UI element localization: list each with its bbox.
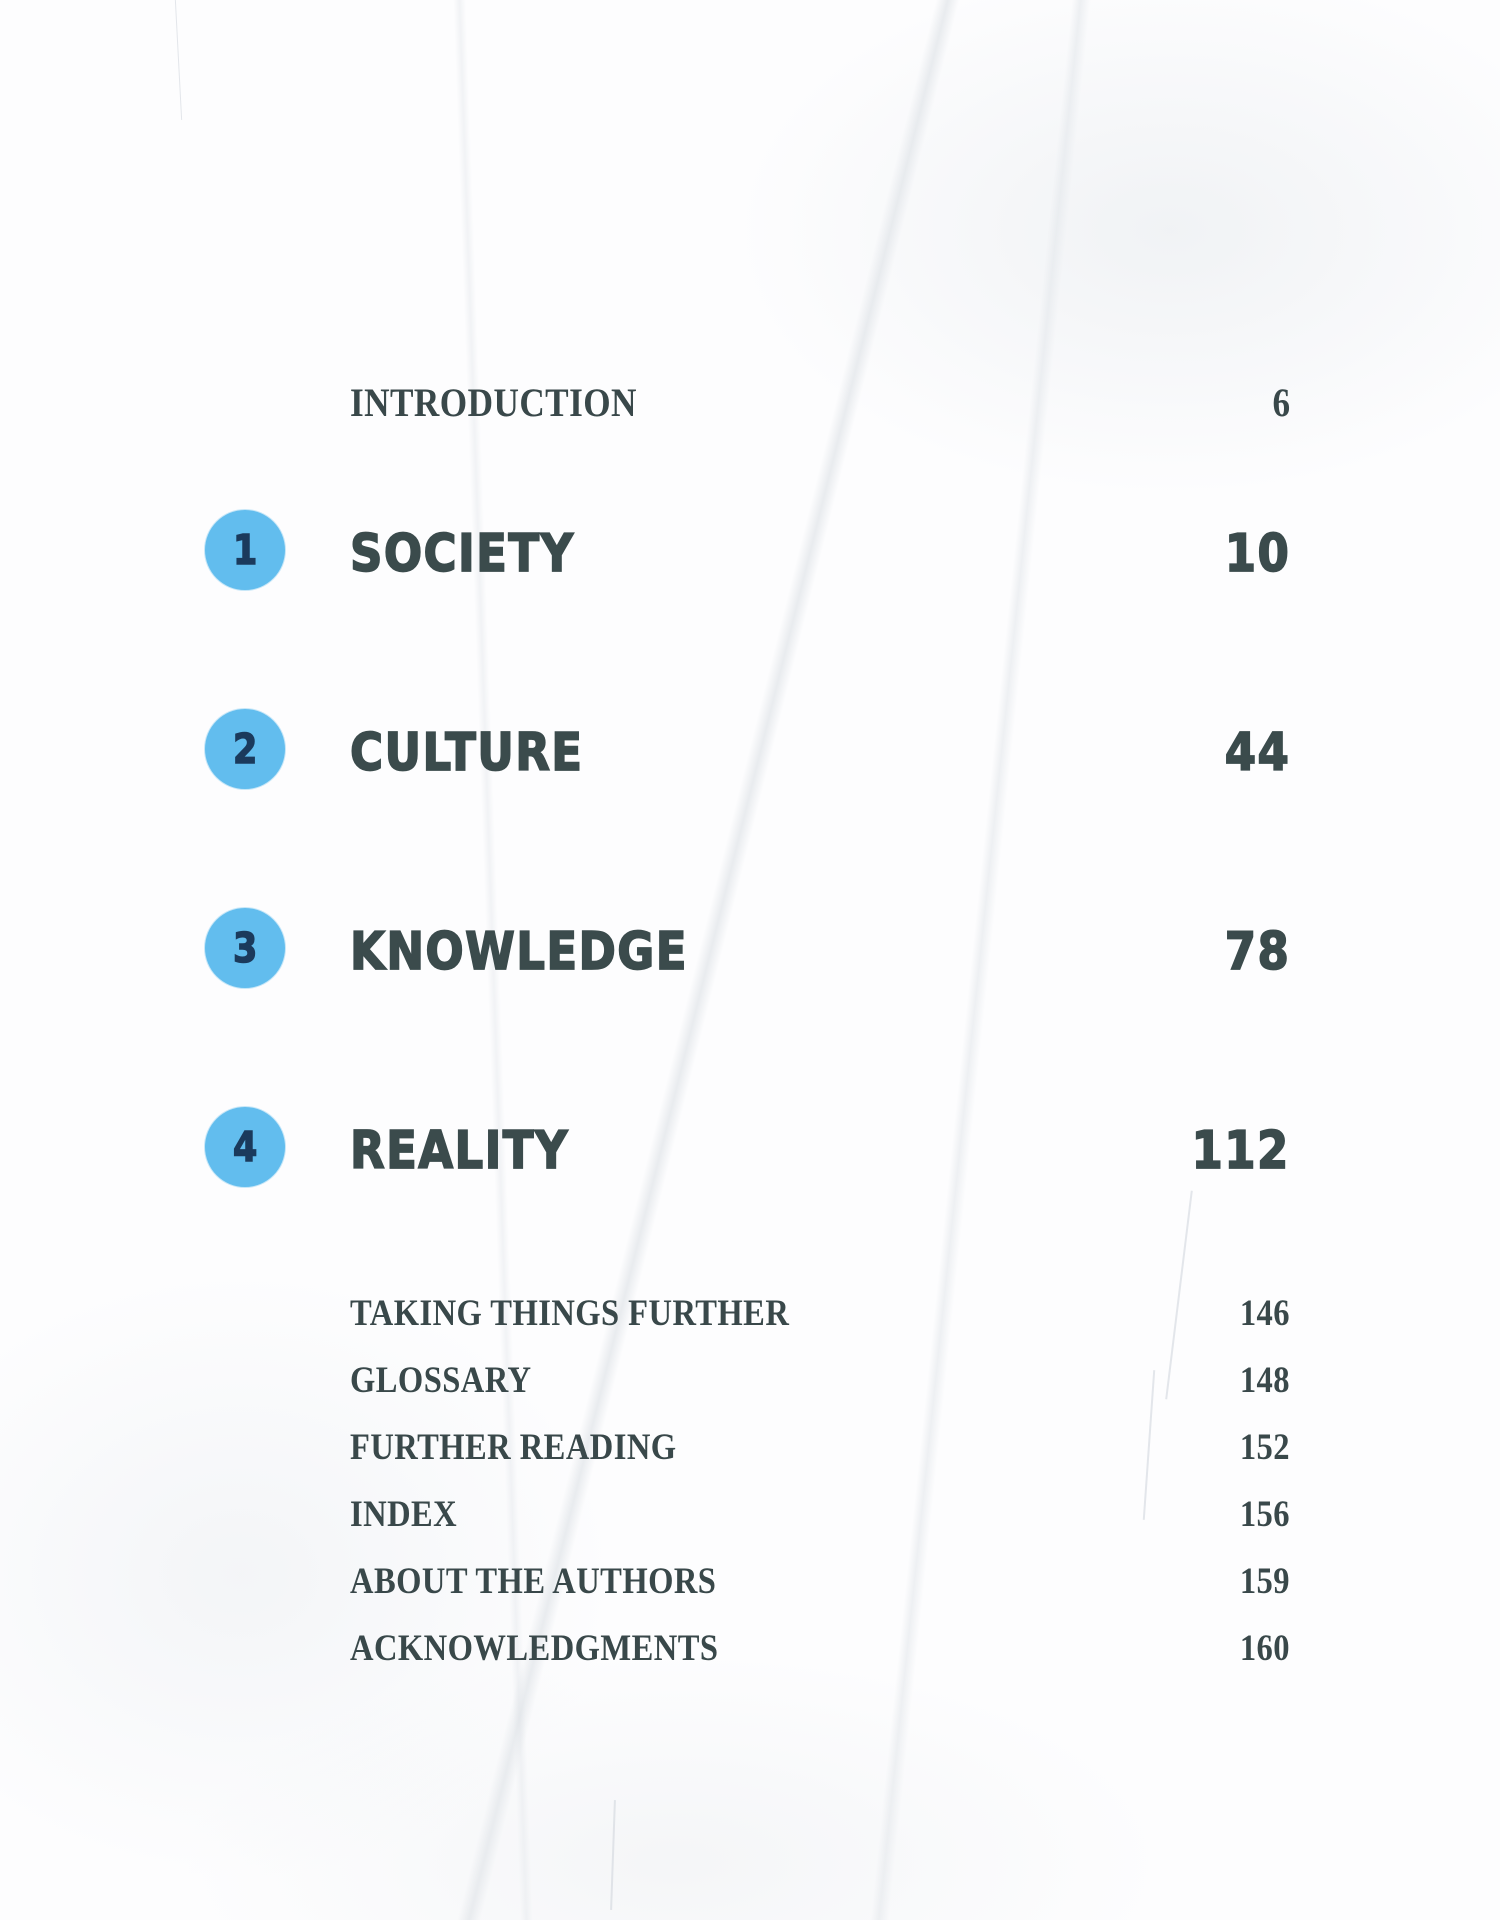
toc-entry-introduction[interactable]: INTRODUCTION 6 bbox=[350, 375, 1290, 429]
toc-entry-title: FURTHER READING bbox=[350, 1426, 677, 1468]
toc-entry-page-number: 10 bbox=[1224, 522, 1290, 584]
chapter-badge-number: 1 bbox=[232, 526, 258, 574]
toc-entry-title: CULTURE bbox=[349, 721, 584, 783]
toc-entry-page-number: 160 bbox=[1239, 1627, 1290, 1669]
toc-entry-page-number: 148 bbox=[1239, 1359, 1290, 1401]
toc-entry-page-number: 159 bbox=[1239, 1560, 1290, 1602]
toc-entry-acknowledgments[interactable]: ACKNOWLEDGMENTS 160 bbox=[350, 1623, 1290, 1673]
toc-entry-chapter-3[interactable]: KNOWLEDGE 78 bbox=[349, 920, 1290, 982]
toc-entry-page-number: 78 bbox=[1224, 920, 1290, 982]
toc-entry-index[interactable]: INDEX 156 bbox=[350, 1489, 1290, 1539]
toc-entry-page-number: 112 bbox=[1191, 1119, 1290, 1181]
toc-entry-further-reading[interactable]: FURTHER READING 152 bbox=[350, 1422, 1290, 1472]
chapter-badge-number: 4 bbox=[232, 1123, 258, 1171]
toc-entry-chapter-4[interactable]: REALITY 112 bbox=[349, 1119, 1290, 1181]
toc-entry-taking-things-further[interactable]: TAKING THINGS FURTHER 146 bbox=[350, 1288, 1290, 1338]
chapter-badge-4: 4 bbox=[205, 1107, 285, 1187]
chapter-badge-2: 2 bbox=[205, 709, 285, 789]
toc-entry-page-number: 6 bbox=[1271, 379, 1290, 425]
toc-entry-chapter-2[interactable]: CULTURE 44 bbox=[349, 721, 1290, 783]
toc-entry-title: TAKING THINGS FURTHER bbox=[350, 1292, 790, 1334]
toc-entry-page-number: 152 bbox=[1239, 1426, 1290, 1468]
toc-entry-page-number: 156 bbox=[1239, 1493, 1290, 1535]
toc-entry-title: SOCIETY bbox=[349, 522, 575, 584]
toc-entry-page-number: 146 bbox=[1239, 1292, 1290, 1334]
chapter-badge-number: 3 bbox=[232, 924, 258, 972]
chapter-badge-number: 2 bbox=[232, 725, 258, 773]
toc-entry-title: REALITY bbox=[349, 1119, 569, 1181]
toc-entry-title: ABOUT THE AUTHORS bbox=[350, 1560, 717, 1602]
toc-entry-title: ACKNOWLEDGMENTS bbox=[350, 1627, 719, 1669]
toc-entry-page-number: 44 bbox=[1224, 721, 1290, 783]
toc-entry-glossary[interactable]: GLOSSARY 148 bbox=[350, 1355, 1290, 1405]
toc-entry-title: INTRODUCTION bbox=[350, 379, 637, 425]
toc-entry-title: KNOWLEDGE bbox=[349, 920, 688, 982]
chapter-badge-3: 3 bbox=[205, 908, 285, 988]
toc-entry-chapter-1[interactable]: SOCIETY 10 bbox=[349, 522, 1290, 584]
toc-entry-title: GLOSSARY bbox=[350, 1359, 532, 1401]
toc-entry-about-the-authors[interactable]: ABOUT THE AUTHORS 159 bbox=[350, 1556, 1290, 1606]
chapter-badge-1: 1 bbox=[205, 510, 285, 590]
toc-entry-title: INDEX bbox=[350, 1493, 458, 1535]
